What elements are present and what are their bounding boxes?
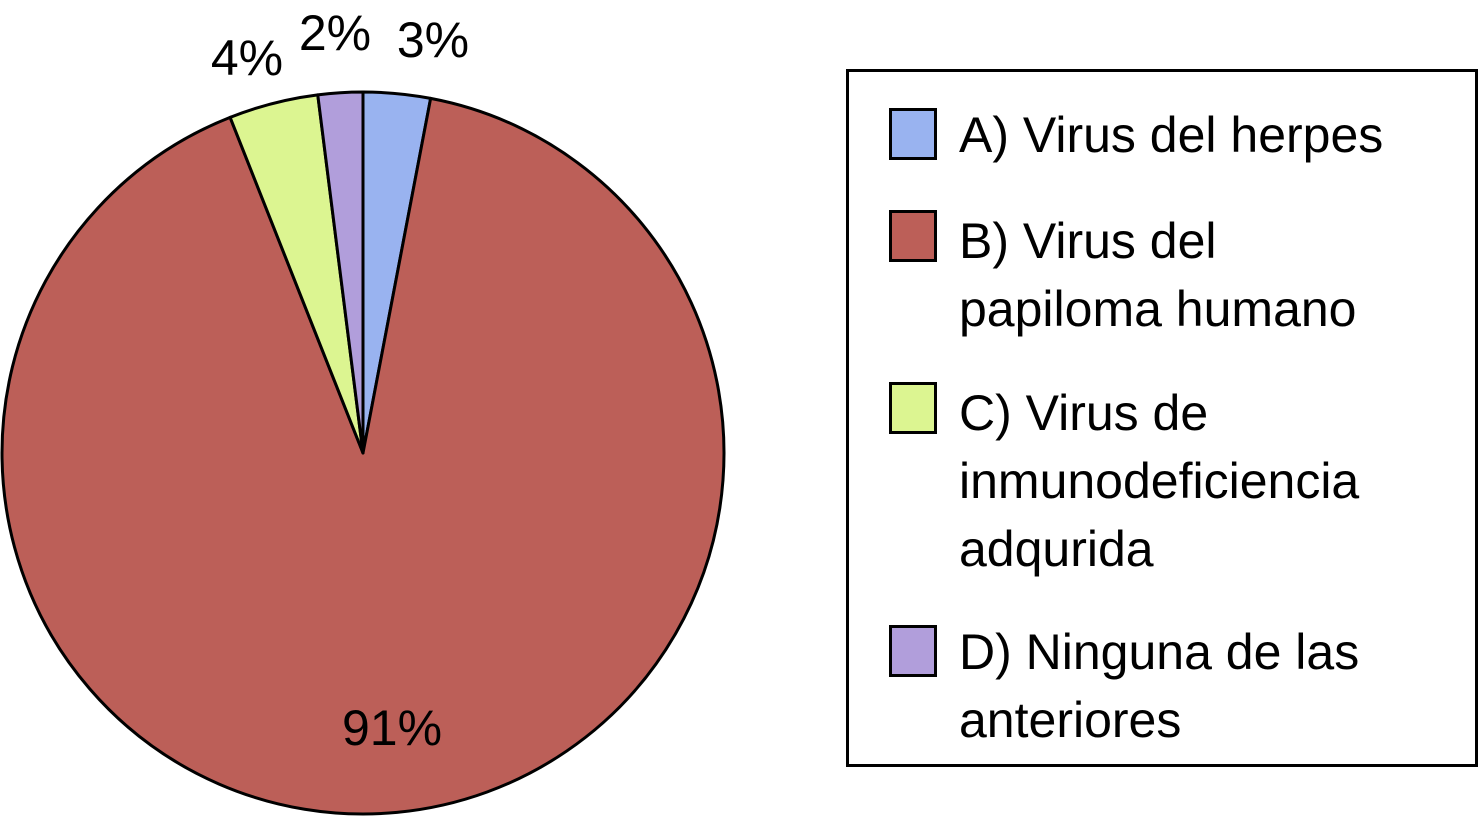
legend-swatch-b	[889, 210, 937, 262]
slice-label-a: 3%	[397, 12, 469, 68]
legend-swatch-c	[889, 382, 937, 434]
legend-label-d: D) Ninguna de las anteriores	[959, 624, 1360, 748]
legend-label-a: A) Virus del herpes	[959, 107, 1384, 163]
legend-label-c: C) Virus de inmunodeficiencia adqurida	[959, 385, 1360, 577]
slice-label-c: 4%	[211, 30, 283, 86]
pie-slice-d	[316, 90, 365, 455]
legend: A) Virus del herpes B) Virus del papilom…	[846, 69, 1478, 767]
pie-slices	[0, 90, 726, 816]
legend-swatch-a	[889, 108, 937, 160]
legend-label-b: B) Virus del papiloma humano	[959, 213, 1357, 337]
slice-label-b: 91%	[342, 700, 442, 756]
pie-labels: 3% 91% 4% 2%	[211, 5, 469, 756]
slice-label-d: 2%	[299, 5, 371, 61]
legend-swatch-d	[889, 625, 937, 677]
pie-chart: 3% 91% 4% 2%	[0, 5, 726, 816]
pie-slice-b	[0, 96, 726, 816]
